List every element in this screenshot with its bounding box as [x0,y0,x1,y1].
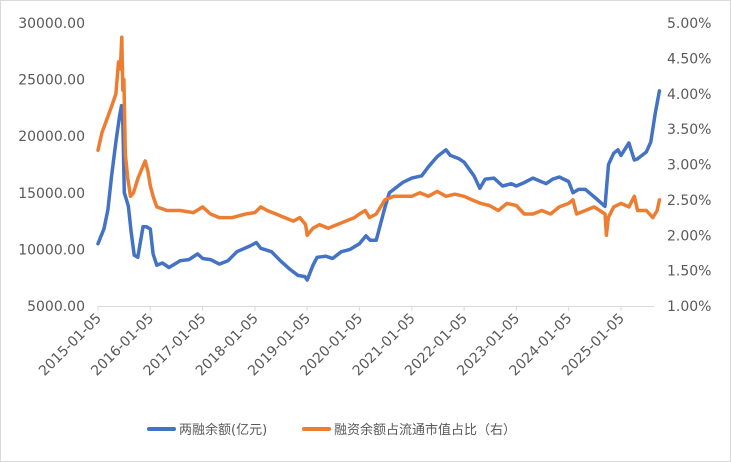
left-tick-label: 10000.00 [18,242,85,258]
x-axis-ticks: 2015-01-052016-01-052017-01-052018-01-05… [36,306,628,379]
left-tick-label: 20000.00 [18,129,85,145]
left-tick-label: 5000.00 [27,299,85,315]
right-tick-label: 3.00% [667,158,711,174]
left-tick-label: 30000.00 [18,16,85,32]
right-tick-label: 3.50% [667,122,711,138]
left-tick-label: 15000.00 [18,186,85,202]
series-line-financing-ratio [96,35,662,238]
right-tick-label: 2.50% [667,193,711,209]
legend-label-margin-total: 两融余额(亿元) [179,422,267,438]
legend-label-financing-ratio: 融资余额占流通市值占比（右） [334,422,516,438]
left-axis-ticks: 5000.00 10000.00 15000.00 20000.00 25000.00 3… [18,16,85,315]
right-tick-label: 1.50% [667,264,711,280]
right-tick-label: 2.00% [667,228,711,244]
right-tick-label: 5.00% [667,16,711,32]
right-tick-label: 4.50% [667,51,711,67]
right-tick-label: 4.00% [667,87,711,103]
right-tick-label: 1.00% [667,299,711,315]
left-tick-label: 25000.00 [18,73,85,89]
series-line-margin-total [96,89,662,282]
legend: 两融余额(亿元) 融资余额占流通市值占比（右） [147,422,516,438]
right-axis-ticks: 1.00% 1.50% 2.00% 2.50% 3.00% 3.50% 4.00% 4.50%… [667,16,711,315]
series-lines [96,35,662,282]
